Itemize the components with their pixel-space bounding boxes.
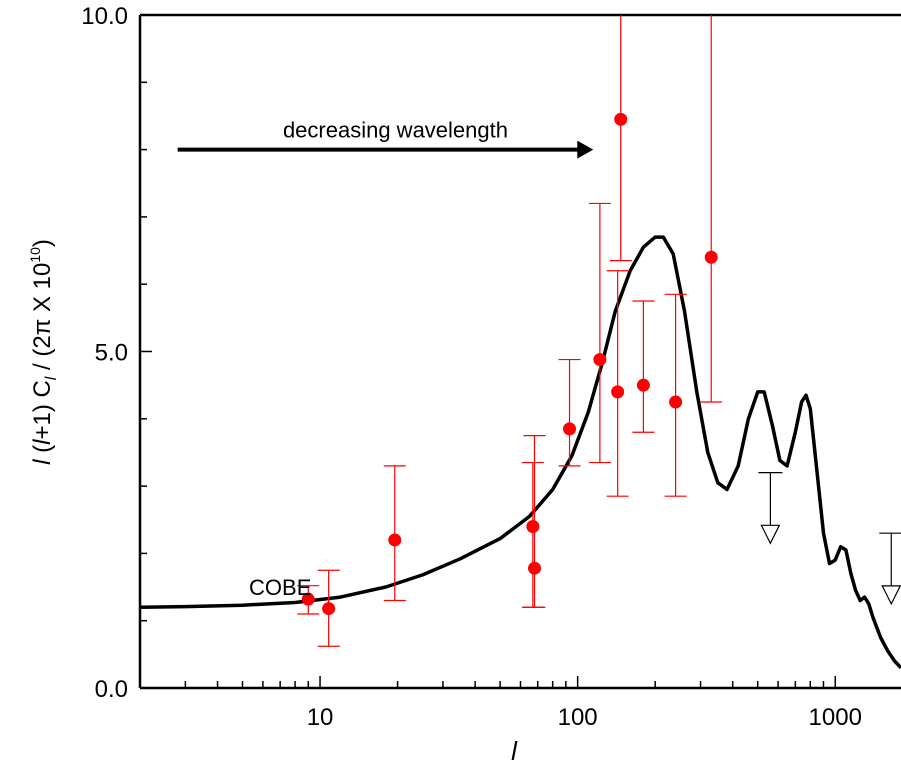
y-label-exp: 10 [27, 247, 43, 263]
x-axis-label: l [511, 736, 518, 762]
x-tick-label: 10 [307, 704, 334, 731]
y-label-rest: / (2π X 10 [29, 263, 56, 377]
data-point [614, 112, 628, 126]
data-point [388, 533, 402, 547]
annotations: decreasing wavelength COBE [177, 118, 594, 600]
data-point [669, 395, 683, 409]
y-tick-label: 10.0 [81, 3, 128, 30]
limit-arrowhead [760, 524, 781, 545]
limit-arrowhead [881, 585, 901, 606]
upper-limits [758, 472, 901, 606]
wavelength-arrowhead [577, 140, 594, 159]
y-tick-label: 5.0 [95, 340, 128, 367]
data-point [526, 519, 540, 533]
y-axis-label: l (l+1) Cl / (2π X 1010) [27, 239, 60, 465]
data-point [593, 353, 607, 367]
data-point [636, 378, 650, 392]
x-tick-label: 100 [558, 704, 598, 731]
arrow-label: decreasing wavelength [283, 118, 508, 143]
y-ticks: 0.0 5.0 10.0 [81, 3, 152, 703]
cobe-label: COBE [249, 575, 311, 600]
y-label-sub: l [43, 376, 60, 380]
y-label-close: ) [29, 239, 56, 247]
y-label-plus: +1) C [29, 380, 56, 439]
y-label-mid: ( [29, 445, 56, 460]
y-label-l2: l [29, 439, 56, 445]
x-tick-label: 1000 [809, 704, 862, 731]
data-points [297, 15, 723, 647]
data-point [528, 561, 542, 575]
y-tick-label: 0.0 [95, 676, 128, 703]
theory-curve [139, 235, 901, 670]
data-point [322, 602, 336, 616]
y-label-l1: l [29, 459, 56, 465]
theory-curve-line [139, 235, 901, 670]
data-point [704, 250, 718, 264]
data-point [301, 592, 315, 606]
data-point [611, 385, 625, 399]
data-point [563, 422, 577, 436]
x-ticks: 10 100 1000 [139, 676, 862, 731]
